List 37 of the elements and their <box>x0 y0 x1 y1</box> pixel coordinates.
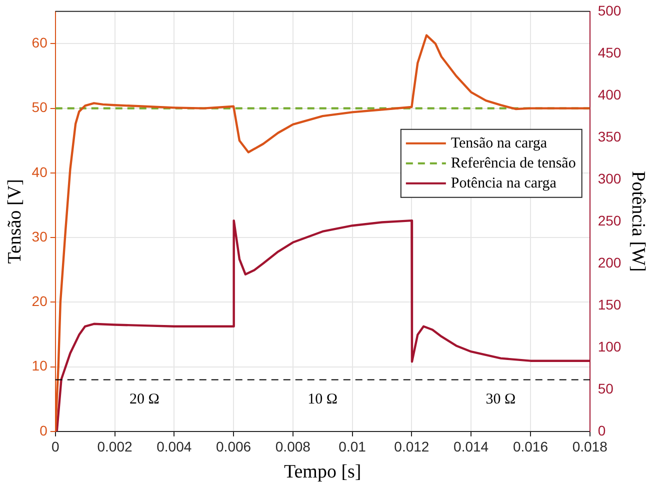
y-tick-label: 30 <box>32 228 48 244</box>
legend-label: Potência na carga <box>450 175 557 192</box>
annotation: 10 Ω <box>308 392 338 408</box>
y2-tick-label: 350 <box>598 128 622 144</box>
x-tick-label: 0.014 <box>454 438 489 455</box>
y2-tick-label: 400 <box>598 86 622 102</box>
legend-label: Tensão na carga <box>450 135 548 152</box>
x-axis-title: Tempo [s] <box>284 462 362 483</box>
y2-tick-label: 200 <box>598 254 622 270</box>
y-tick-label: 20 <box>32 293 48 310</box>
y-tick-label: 10 <box>32 358 48 374</box>
y2-tick-label: 0 <box>598 422 606 438</box>
y2-tick-label: 500 <box>598 2 622 18</box>
x-tick-label: 0.01 <box>338 438 366 455</box>
y2-axis-title: Potência [W] <box>628 171 649 272</box>
annotation: 30 Ω <box>486 392 516 408</box>
y-tick-label: 50 <box>32 99 48 116</box>
x-tick-label: 0.006 <box>216 438 252 455</box>
y2-tick-label: 50 <box>598 380 614 396</box>
y2-tick-label: 450 <box>598 44 622 60</box>
x-tick-label: 0 <box>51 438 60 455</box>
x-tick-label: 0.004 <box>156 438 192 455</box>
x-tick-label: 0.008 <box>275 438 311 455</box>
annotation: 20 Ω <box>129 392 160 408</box>
y2-tick-label: 150 <box>598 296 622 312</box>
x-tick-label: 0.016 <box>512 438 548 455</box>
y-tick-label: 40 <box>32 164 48 180</box>
y2-tick-label: 300 <box>598 170 622 186</box>
y-axis-title: Tensão [V] <box>4 179 26 264</box>
x-tick-label: 0.018 <box>572 438 608 455</box>
x-tick-label: 0.012 <box>394 438 430 455</box>
y2-tick-label: 250 <box>598 212 622 228</box>
x-tick-label: 0.002 <box>97 438 132 455</box>
y2-tick-label: 100 <box>598 338 622 354</box>
legend-label: Referência de tensão <box>450 155 576 172</box>
y-tick-label: 60 <box>32 34 48 51</box>
y-tick-label: 0 <box>40 422 48 438</box>
